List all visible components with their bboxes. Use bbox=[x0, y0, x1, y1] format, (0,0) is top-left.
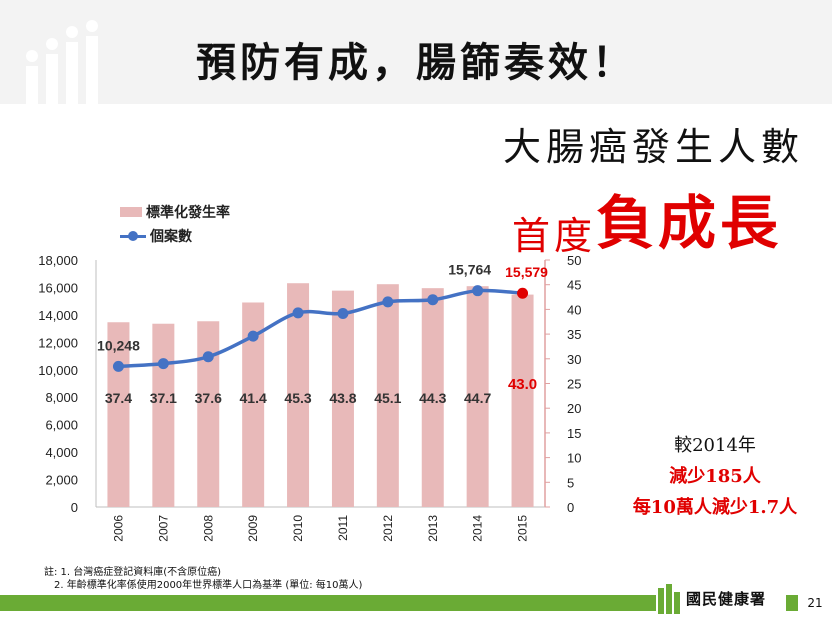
cases-point bbox=[157, 358, 169, 370]
left-axis-tick-label: 6,000 bbox=[45, 418, 78, 433]
x-axis-category-label: 2012 bbox=[381, 515, 395, 542]
rate-bar-value-label: 44.7 bbox=[464, 390, 491, 406]
legend-line-swatch bbox=[120, 231, 146, 241]
right-axis-tick-label: 35 bbox=[567, 327, 581, 342]
legend-item-cases: 個案數 bbox=[120, 224, 230, 248]
subtitle-part-first: 首度 bbox=[512, 214, 597, 258]
x-axis-category-label: 2010 bbox=[291, 515, 305, 542]
left-axis-tick-label: 14,000 bbox=[38, 308, 78, 323]
cases-point bbox=[382, 296, 394, 308]
rate-bar bbox=[511, 294, 534, 507]
cases-point bbox=[292, 307, 304, 319]
right-axis-tick-label: 25 bbox=[567, 377, 581, 392]
x-axis-category-label: 2014 bbox=[471, 515, 485, 542]
footnote-2: 2. 年齡標準化率係使用2000年世界標準人口為基準 (單位: 每10萬人) bbox=[54, 580, 363, 591]
rate-bar bbox=[331, 290, 354, 507]
cases-point bbox=[202, 351, 214, 363]
x-axis-category-label: 2011 bbox=[336, 515, 350, 541]
rate-bar-value-label: 37.4 bbox=[105, 390, 132, 406]
footnote-1: 註: 1. 台灣癌症登記資料庫(不含原位癌) bbox=[44, 567, 222, 578]
rate-bar bbox=[242, 302, 265, 507]
rate-bar-value-label: 45.3 bbox=[284, 390, 311, 406]
org-name: 國民健康署 bbox=[686, 589, 767, 608]
header-band bbox=[0, 0, 832, 104]
cases-value-label: 15,579 bbox=[505, 264, 548, 280]
comparison-decrease-rate: 每10萬人減少1.7人 bbox=[632, 497, 798, 518]
left-axis-tick-label: 2,000 bbox=[45, 473, 78, 488]
rate-bar bbox=[197, 321, 220, 507]
page-number: 21 bbox=[798, 594, 832, 612]
subtitle-part-negative-growth: 負成長 bbox=[596, 189, 783, 257]
comparison-note: 較2014年 減少185人 每10萬人減少1.7人 bbox=[600, 430, 830, 523]
legend-item-rate: 標準化發生率 bbox=[120, 200, 230, 224]
right-axis-tick-label: 5 bbox=[567, 475, 574, 490]
x-axis-category-label: 2007 bbox=[156, 515, 170, 542]
right-axis-tick-label: 10 bbox=[567, 451, 581, 466]
left-axis-tick-label: 16,000 bbox=[38, 280, 78, 295]
x-axis-category-label: 2015 bbox=[516, 515, 530, 542]
right-axis-tick-label: 0 bbox=[567, 500, 574, 515]
rate-bar-value-label: 43.0 bbox=[508, 376, 537, 393]
org-logo-icon bbox=[658, 584, 680, 614]
slide-title: 預防有成，腸篩奏效！ bbox=[196, 40, 636, 86]
left-axis-tick-label: 8,000 bbox=[45, 390, 78, 405]
rate-bar bbox=[466, 286, 489, 507]
x-axis-category-label: 2009 bbox=[246, 515, 260, 542]
footnotes: 註: 1. 台灣癌症登記資料庫(不含原位癌) 2. 年齡標準化率係使用2000年… bbox=[44, 566, 362, 592]
rate-bar bbox=[376, 284, 399, 507]
cases-point bbox=[112, 360, 124, 372]
cases-point bbox=[247, 330, 259, 342]
rate-bar bbox=[421, 288, 444, 507]
cases-line bbox=[118, 288, 523, 369]
chart-subtitle: 首度負成長 bbox=[512, 176, 782, 258]
rate-bar-value-label: 37.6 bbox=[195, 390, 222, 406]
rate-bar-value-label: 41.4 bbox=[240, 390, 267, 406]
comparison-decrease-cases: 減少185人 bbox=[669, 466, 761, 487]
x-axis-category-label: 2006 bbox=[111, 515, 125, 542]
rate-bar bbox=[152, 323, 175, 507]
right-axis-tick-label: 40 bbox=[567, 302, 581, 317]
cases-point bbox=[517, 287, 529, 299]
left-axis-tick-label: 18,000 bbox=[38, 253, 78, 268]
left-axis-tick-label: 0 bbox=[71, 500, 78, 515]
cases-value-label: 10,248 bbox=[97, 337, 140, 353]
rate-bar-value-label: 43.8 bbox=[329, 390, 356, 406]
legend-label-cases: 個案數 bbox=[150, 229, 192, 245]
x-axis-category-label: 2013 bbox=[426, 515, 440, 542]
left-axis-tick-label: 10,000 bbox=[38, 363, 78, 378]
cases-point bbox=[427, 294, 439, 306]
rate-bar-value-label: 45.1 bbox=[374, 390, 401, 406]
left-axis-tick-label: 4,000 bbox=[45, 445, 78, 460]
chart-title: 大腸癌發生人數 bbox=[502, 125, 804, 169]
footer-band bbox=[0, 595, 832, 611]
right-axis-tick-label: 50 bbox=[567, 253, 581, 268]
legend-label-rate: 標準化發生率 bbox=[146, 205, 230, 221]
right-axis-tick-label: 45 bbox=[567, 278, 581, 293]
cases-value-label: 15,764 bbox=[448, 262, 491, 278]
cases-point bbox=[337, 308, 349, 320]
left-axis-tick-label: 12,000 bbox=[38, 335, 78, 350]
right-axis-tick-label: 15 bbox=[567, 426, 581, 441]
right-axis-tick-label: 30 bbox=[567, 352, 581, 367]
rate-bar-value-label: 44.3 bbox=[419, 390, 446, 406]
right-axis-tick-label: 20 bbox=[567, 401, 581, 416]
cases-point bbox=[472, 285, 484, 297]
chart-legend: 標準化發生率 個案數 bbox=[120, 200, 230, 248]
rate-bar bbox=[287, 283, 310, 507]
rate-bar-value-label: 37.1 bbox=[150, 390, 177, 406]
legend-bar-swatch bbox=[120, 207, 142, 217]
footer-logo: 國民健康署 bbox=[656, 578, 786, 618]
x-axis-category-label: 2008 bbox=[201, 515, 215, 542]
people-bars-icon bbox=[26, 20, 98, 104]
comparison-base: 較2014年 bbox=[674, 435, 756, 456]
rate-bar bbox=[107, 322, 130, 507]
